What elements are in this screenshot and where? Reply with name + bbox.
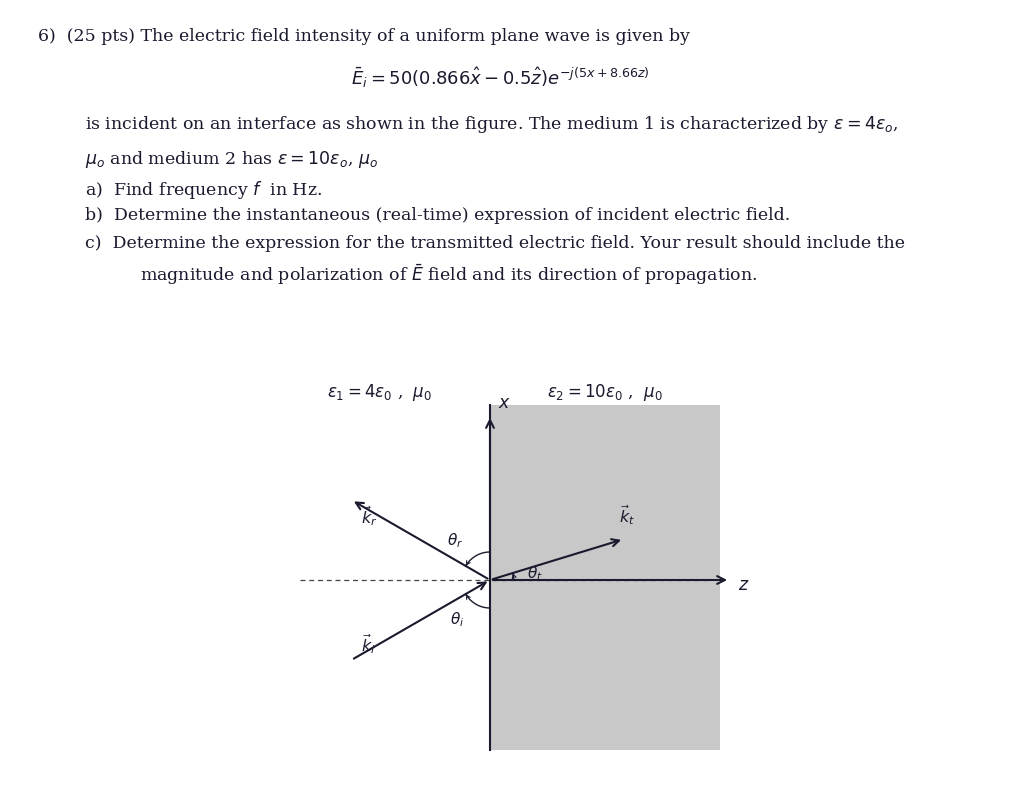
- Text: a)  Find frequency $f$  in Hz.: a) Find frequency $f$ in Hz.: [85, 179, 323, 201]
- Text: $\theta_r$: $\theta_r$: [446, 531, 463, 550]
- Text: magnitude and polarization of $\bar{E}$ field and its direction of propagation.: magnitude and polarization of $\bar{E}$ …: [140, 262, 757, 287]
- Text: is incident on an interface as shown in the figure. The medium 1 is characterize: is incident on an interface as shown in …: [85, 114, 898, 135]
- Bar: [490, 405, 720, 750]
- Text: $\epsilon_1 = 4\epsilon_0$ ,  $\mu_0$: $\epsilon_1 = 4\epsilon_0$ , $\mu_0$: [328, 382, 432, 403]
- Text: 6)  (25 pts) The electric field intensity of a uniform plane wave is given by: 6) (25 pts) The electric field intensity…: [38, 28, 690, 45]
- Text: b)  Determine the instantaneous (real-time) expression of incident electric fiel: b) Determine the instantaneous (real-tim…: [85, 207, 791, 224]
- Text: c)  Determine the expression for the transmitted electric field. Your result sho: c) Determine the expression for the tran…: [85, 235, 905, 252]
- Text: $x$: $x$: [498, 395, 511, 412]
- Text: $\theta_i$: $\theta_i$: [450, 611, 464, 630]
- Text: $\vec{k}_i$: $\vec{k}_i$: [361, 632, 376, 656]
- Text: $\vec{k}_r$: $\vec{k}_r$: [361, 504, 378, 528]
- Text: $z$: $z$: [738, 578, 750, 594]
- Text: $\vec{k}_t$: $\vec{k}_t$: [618, 503, 635, 527]
- Text: $\mu_o$ and medium 2 has $\varepsilon = 10\varepsilon_o$, $\mu_o$: $\mu_o$ and medium 2 has $\varepsilon = …: [85, 149, 378, 170]
- Text: $\theta_t$: $\theta_t$: [527, 564, 543, 583]
- Text: $\bar{E}_i = 50\left(0.866\hat{x}-0.5\hat{z}\right)e^{-j(5x+8.66z)}$: $\bar{E}_i = 50\left(0.866\hat{x}-0.5\ha…: [350, 66, 649, 90]
- Text: $\epsilon_2 = 10\epsilon_0$ ,  $\mu_0$: $\epsilon_2 = 10\epsilon_0$ , $\mu_0$: [547, 382, 663, 403]
